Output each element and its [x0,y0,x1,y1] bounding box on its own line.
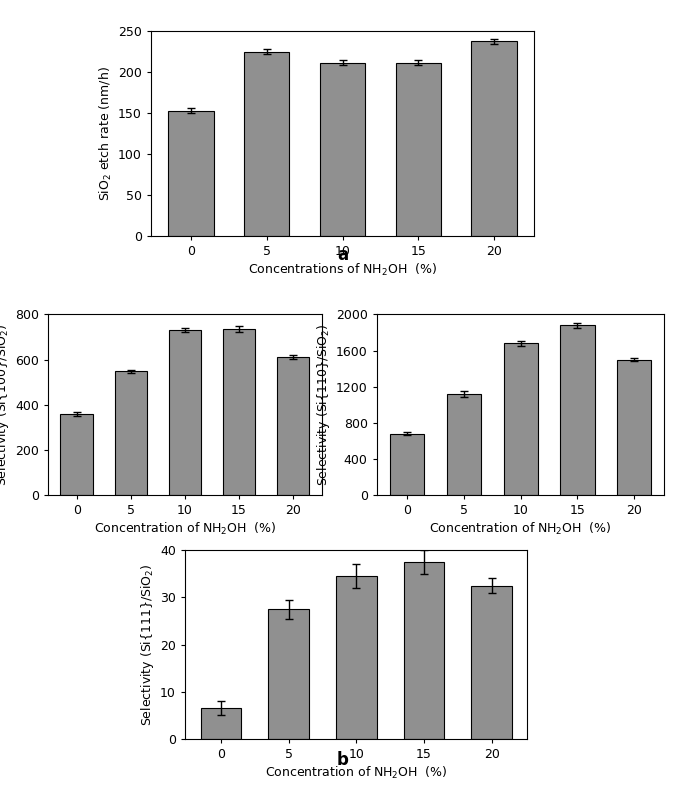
Bar [269,609,309,739]
Bar [617,360,651,495]
X-axis label: Concentration of NH$_2$OH  (%): Concentration of NH$_2$OH (%) [429,521,612,538]
Bar [169,330,201,495]
Bar [320,63,365,236]
X-axis label: Concentrations of NH$_2$OH  (%): Concentrations of NH$_2$OH (%) [248,262,437,278]
X-axis label: Concentration of NH$_2$OH  (%): Concentration of NH$_2$OH (%) [265,765,447,781]
Bar [223,329,256,495]
Text: b: b [336,751,349,769]
Bar [277,357,310,495]
Y-axis label: Selectivity (Si{111}/SiO$_2$): Selectivity (Si{111}/SiO$_2$) [139,564,156,725]
Bar [471,586,512,739]
Text: a: a [337,247,348,264]
Y-axis label: Selectivity (Si{100}/SiO$_2$): Selectivity (Si{100}/SiO$_2$) [0,324,11,486]
Bar [403,562,444,739]
Bar [336,576,377,739]
Bar [471,41,517,236]
Bar [168,111,214,236]
Bar [560,325,595,495]
Y-axis label: Selectivity (Si{110}/SiO$_2$): Selectivity (Si{110}/SiO$_2$) [314,324,332,486]
Bar [447,394,481,495]
X-axis label: Concentration of NH$_2$OH  (%): Concentration of NH$_2$OH (%) [94,521,276,538]
Y-axis label: SiO$_2$ etch rate (nm/h): SiO$_2$ etch rate (nm/h) [97,66,114,201]
Bar [60,413,93,495]
Bar [503,343,538,495]
Bar [395,63,441,236]
Bar [244,52,290,236]
Bar [201,708,241,739]
Bar [114,371,147,495]
Bar [390,434,424,495]
